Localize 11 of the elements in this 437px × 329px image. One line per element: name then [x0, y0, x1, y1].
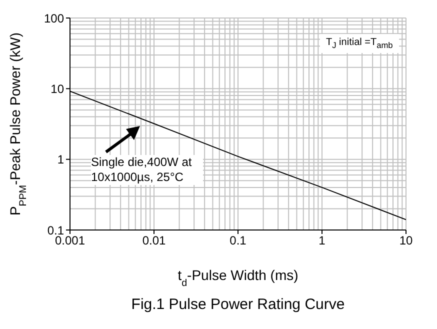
text: Fig.1 Pulse Power Rating Curve — [130, 296, 346, 313]
x-tick-label: 10 — [399, 234, 413, 248]
y-tick-label: 100 — [44, 11, 64, 26]
y-tick-label: 1 — [57, 152, 64, 167]
x-axis-title: t$_{d}$-Pulse Width (ms) — [178, 267, 298, 288]
y-tick-label: 10 — [50, 82, 64, 96]
annotation: Single die,400W at 10x1000µs, 25°C — [91, 155, 203, 185]
x-tick-label: 0.01 — [142, 234, 166, 248]
annotation: T$_{J}$ initial =T$_{amb}$ — [320, 34, 399, 53]
x-tick-label: 0.1 — [230, 234, 247, 248]
x-tick-label: 1 — [318, 234, 326, 248]
